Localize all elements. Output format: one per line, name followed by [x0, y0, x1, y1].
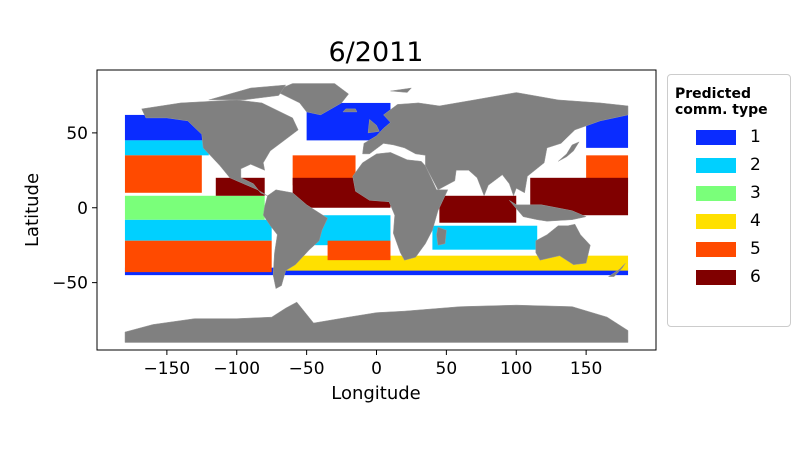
community-region-5 [124, 155, 202, 193]
y-tick-label: −50 [52, 274, 88, 294]
legend-label: 5 [750, 239, 761, 259]
community-region-2 [432, 225, 538, 250]
x-tick-label: −150 [144, 359, 191, 379]
iceland-land [342, 108, 358, 113]
legend-label: 3 [750, 183, 761, 203]
legend-swatch [696, 214, 736, 229]
legend-swatch [696, 186, 736, 201]
x-tick-label: −100 [213, 359, 260, 379]
greenland-land [273, 83, 349, 116]
community-region-5 [124, 240, 272, 273]
x-axis-ticks: −150 −100 −50 0 50 100 150 [144, 350, 602, 379]
community-region-5 [327, 240, 391, 261]
legend-label: 4 [750, 211, 761, 231]
community-region-2 [124, 219, 272, 241]
legend: Predicted comm. type 1 2 3 4 5 6 [667, 74, 791, 327]
x-axis-label: Longitude [331, 383, 421, 404]
antarctica-land [124, 301, 629, 343]
svalbard-land [390, 87, 413, 93]
indonesia-land [509, 200, 587, 222]
x-tick-label: 150 [570, 359, 602, 379]
madagascar-land [436, 226, 447, 246]
legend-label: 1 [750, 127, 761, 147]
legend-swatch [696, 242, 736, 257]
legend-swatch [696, 130, 736, 145]
north-america-land [141, 99, 299, 197]
land-masses [124, 83, 629, 343]
legend-swatch [696, 270, 736, 285]
legend-swatch [696, 158, 736, 173]
community-region-1 [124, 267, 629, 276]
legend-label: 2 [750, 155, 761, 175]
japan-land [558, 141, 580, 162]
community-region-2 [124, 140, 209, 156]
community-region-6 [215, 177, 265, 196]
australia-land [535, 223, 591, 265]
canadian-islands-land [208, 84, 287, 101]
south-america-land [263, 189, 328, 289]
uk-land [367, 118, 380, 134]
legend-title: Predicted comm. type [675, 86, 768, 118]
legend-label: 6 [750, 267, 761, 287]
chart-title: 6/2011 [329, 37, 424, 68]
y-axis-ticks: 50 0 −50 [52, 124, 97, 294]
y-axis-label: Latitude [22, 173, 43, 247]
africa-land [352, 152, 449, 261]
y-tick-label: 50 [66, 124, 88, 144]
y-tick-label: 0 [77, 199, 88, 219]
x-tick-label: 50 [436, 359, 458, 379]
new-zealand-land [607, 263, 626, 277]
x-tick-label: 0 [371, 359, 382, 379]
x-tick-label: −50 [289, 359, 325, 379]
plot-area [124, 83, 629, 343]
community-region-3 [124, 195, 265, 220]
community-region-6 [439, 195, 517, 223]
x-tick-label: 100 [500, 359, 532, 379]
eurasia-land [362, 92, 629, 197]
